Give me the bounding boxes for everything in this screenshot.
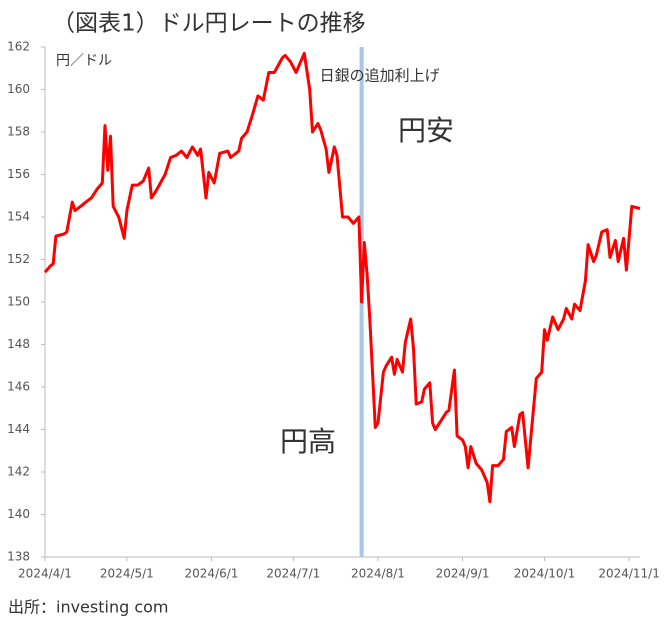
y-tick-label: 140 [7, 507, 30, 521]
y-tick-label: 146 [7, 380, 30, 394]
annotation: 円安 [398, 114, 454, 147]
y-unit-label: 円／ドル [56, 53, 112, 69]
x-tick-label: 2024/5/1 [100, 567, 154, 581]
chart-title: （図表1）ドル円レートの推移 [52, 11, 366, 37]
annotation: 円高 [280, 425, 336, 458]
source-note: 出所：investing com [8, 598, 169, 617]
x-tick-label: 2024/8/1 [351, 567, 405, 581]
y-tick-label: 142 [7, 465, 30, 479]
y-tick-label: 154 [7, 210, 30, 224]
x-tick-label: 2024/4/1 [18, 567, 72, 581]
y-tick-label: 162 [7, 40, 30, 54]
y-tick-label: 156 [7, 167, 30, 181]
y-tick-label: 150 [7, 295, 30, 309]
y-tick-label: 148 [7, 337, 30, 351]
x-tick-label: 2024/10/1 [514, 567, 576, 581]
x-tick-label: 2024/6/1 [185, 567, 239, 581]
y-tick-label: 158 [7, 125, 30, 139]
x-tick-label: 2024/7/1 [266, 567, 320, 581]
x-tick-label: 2024/11/1 [598, 567, 660, 581]
y-tick-label: 152 [7, 252, 30, 266]
price-line [43, 51, 641, 504]
y-tick-label: 138 [7, 550, 30, 564]
x-tick-label: 2024/9/1 [436, 567, 490, 581]
y-tick-label: 144 [7, 422, 30, 436]
y-tick-label: 160 [7, 82, 30, 96]
event-label: 日銀の追加利上げ [320, 67, 440, 85]
